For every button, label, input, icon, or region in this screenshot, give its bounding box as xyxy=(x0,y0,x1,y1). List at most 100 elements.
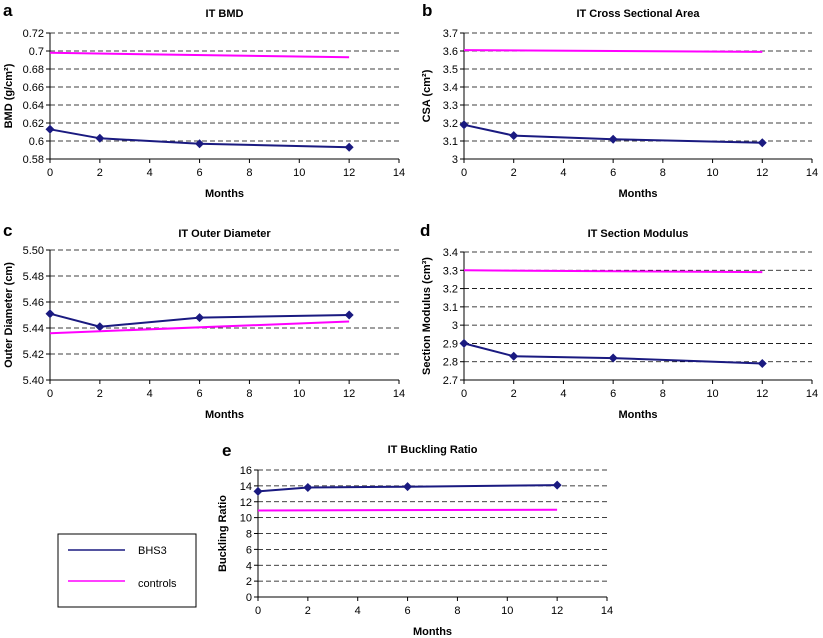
series-line-controls xyxy=(463,49,763,53)
data-point-bhs3 xyxy=(253,486,263,496)
y-tick-label: 16 xyxy=(240,465,252,477)
x-tick-label: 8 xyxy=(660,388,666,400)
y-tick-label: 3.7 xyxy=(443,28,458,40)
chart-a: a IT BMD 0.58 0.6 0.62 0.64 0.66 0.68 0.7 0.72 0 2 4… xyxy=(3,1,405,200)
y-tick-label: 2.7 xyxy=(443,375,458,387)
x-tick-label: 2 xyxy=(511,388,517,400)
y-tick-label: 2.8 xyxy=(443,357,458,369)
x-tick-label: 12 xyxy=(343,388,355,400)
y-tick-label: 3.4 xyxy=(443,247,458,259)
x-axis-label-a: Months xyxy=(205,188,244,200)
y-tick-label: 0.6 xyxy=(29,136,44,148)
x-tick-label: 14 xyxy=(806,388,818,400)
panel-letter-c: c xyxy=(3,221,12,240)
x-tick-label: 10 xyxy=(706,167,718,179)
y-tick-label: 0.64 xyxy=(23,100,44,112)
data-point-bhs3 xyxy=(459,120,469,130)
x-tick-label: 10 xyxy=(293,388,305,400)
x-tick-label: 8 xyxy=(246,167,252,179)
series-line-controls xyxy=(49,51,350,59)
y-tick-label: 0.72 xyxy=(23,28,44,40)
y-tick-label: 5.44 xyxy=(23,323,44,335)
data-point-bhs3 xyxy=(757,359,767,369)
x-tick-label: 6 xyxy=(405,605,411,617)
data-point-bhs3 xyxy=(95,133,105,143)
x-tick-label: 8 xyxy=(454,605,460,617)
x-tick-label: 14 xyxy=(601,605,613,617)
x-axis-label-b: Months xyxy=(618,188,657,200)
panel-letter-e: e xyxy=(222,441,231,460)
panel-letter-d: d xyxy=(420,221,430,240)
x-tick-label: 0 xyxy=(461,167,467,179)
y-tick-label: 0.68 xyxy=(23,64,44,76)
x-tick-label: 4 xyxy=(147,167,153,179)
chart-c: c IT Outer Diameter 5.40 5.42 5.44 5.46 5.48 5.… xyxy=(3,221,405,421)
series-line-bhs3 xyxy=(49,312,350,328)
y-tick-label: 3.3 xyxy=(443,100,458,112)
y-tick-label: 5.42 xyxy=(23,349,44,361)
x-tick-label: 0 xyxy=(47,388,53,400)
chart-title-b: IT Cross Sectional Area xyxy=(576,8,700,20)
x-tick-label: 12 xyxy=(551,605,563,617)
y-tick-label: 3.1 xyxy=(443,136,458,148)
y-axis-label-b: CSA (cm²) xyxy=(421,69,433,122)
chart-e: e IT Buckling Ratio 0 2 4 6 8 10 12 14 16 0 2 4 6 8 10 12… xyxy=(217,441,613,638)
y-tick-label: 0.58 xyxy=(23,154,44,166)
chart-title-c: IT Outer Diameter xyxy=(178,228,271,240)
chart-d: d IT Section Modulus 2.7 2.8 2.9 3 3.1 3.2 3.3 3.… xyxy=(420,221,818,421)
y-tick-label: 8 xyxy=(246,529,252,541)
x-tick-label: 8 xyxy=(246,388,252,400)
y-tick-label: 0.66 xyxy=(23,82,44,94)
y-tick-label: 3.2 xyxy=(443,118,458,130)
data-point-bhs3 xyxy=(509,351,519,361)
x-tick-label: 4 xyxy=(147,388,153,400)
x-tick-label: 8 xyxy=(660,167,666,179)
data-point-bhs3 xyxy=(344,310,354,320)
x-axis-label-e: Months xyxy=(413,626,452,638)
y-tick-label: 5.48 xyxy=(23,271,44,283)
y-axis-label-a: BMD (g/cm²) xyxy=(3,63,15,128)
y-axis-label-d: Section Modulus (cm³) xyxy=(421,257,433,375)
legend-label-controls: controls xyxy=(138,578,177,590)
x-tick-label: 10 xyxy=(501,605,513,617)
series-line-controls xyxy=(49,320,350,335)
series-line-controls xyxy=(463,269,763,274)
x-tick-label: 14 xyxy=(806,167,818,179)
data-point-bhs3 xyxy=(195,313,205,323)
y-tick-label: 5.50 xyxy=(23,245,44,257)
y-tick-label: 3.1 xyxy=(443,302,458,314)
x-tick-label: 14 xyxy=(393,388,405,400)
data-point-bhs3 xyxy=(95,322,105,332)
y-tick-label: 2.9 xyxy=(443,338,458,350)
x-tick-label: 2 xyxy=(97,167,103,179)
x-axis-label-d: Months xyxy=(618,409,657,421)
series-line-bhs3 xyxy=(49,128,350,149)
series-line-bhs3 xyxy=(257,484,558,493)
y-tick-label: 3.5 xyxy=(443,64,458,76)
chart-b: b IT Cross Sectional Area 3 3.1 3.2 3.3 3.4 3.5… xyxy=(421,1,818,200)
x-tick-label: 4 xyxy=(560,167,566,179)
y-tick-label: 0.62 xyxy=(23,118,44,130)
y-tick-label: 4 xyxy=(246,560,252,572)
data-point-bhs3 xyxy=(403,482,413,492)
y-tick-label: 5.46 xyxy=(23,297,44,309)
data-point-bhs3 xyxy=(509,131,519,141)
y-axis-label-e: Buckling Ratio xyxy=(217,495,229,572)
x-tick-label: 4 xyxy=(560,388,566,400)
x-tick-label: 0 xyxy=(461,388,467,400)
data-point-bhs3 xyxy=(45,309,55,319)
x-tick-label: 6 xyxy=(610,167,616,179)
y-tick-label: 3 xyxy=(452,154,458,166)
series-line-bhs3 xyxy=(463,123,763,144)
legend: BHS3 controls xyxy=(57,533,197,608)
panel-letter-b: b xyxy=(422,1,432,20)
data-point-bhs3 xyxy=(303,482,313,492)
y-tick-label: 14 xyxy=(240,481,252,493)
data-point-bhs3 xyxy=(757,138,767,148)
y-tick-label: 3.3 xyxy=(443,265,458,277)
y-tick-label: 3.4 xyxy=(443,82,458,94)
y-tick-label: 3.6 xyxy=(443,46,458,58)
y-tick-label: 0.7 xyxy=(29,46,44,58)
x-tick-label: 0 xyxy=(255,605,261,617)
